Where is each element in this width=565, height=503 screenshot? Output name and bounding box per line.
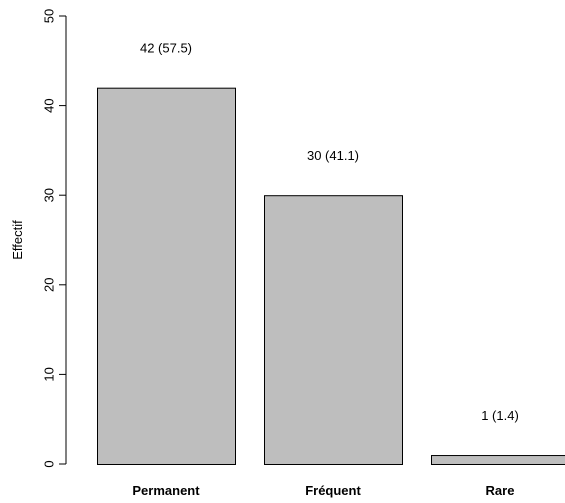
y-axis-label: Effectif	[10, 220, 25, 260]
category-label: Permanent	[132, 483, 200, 498]
data-label: 1 (1.4)	[481, 408, 519, 423]
data-label: 42 (57.5)	[140, 41, 192, 56]
y-tick-label: 30	[42, 188, 57, 202]
data-label: 30 (41.1)	[307, 148, 359, 163]
bar-fréquent	[264, 195, 403, 465]
y-tick-label: 0	[42, 460, 57, 467]
bars	[97, 87, 565, 466]
category-labels: Permanent Fréquent Rare	[132, 483, 514, 498]
bar-rare	[431, 455, 565, 466]
y-tick-label: 20	[42, 278, 57, 292]
y-tick-label: 10	[42, 367, 57, 381]
y-tick-label: 40	[42, 98, 57, 112]
bar-permanent	[97, 87, 236, 466]
y-axis: 0 10 20 30 40 50	[42, 9, 67, 468]
category-label: Rare	[486, 483, 515, 498]
y-tick-label: 50	[42, 9, 57, 23]
data-labels: 42 (57.5) 30 (41.1) 1 (1.4)	[140, 41, 519, 423]
category-label: Fréquent	[305, 483, 361, 498]
